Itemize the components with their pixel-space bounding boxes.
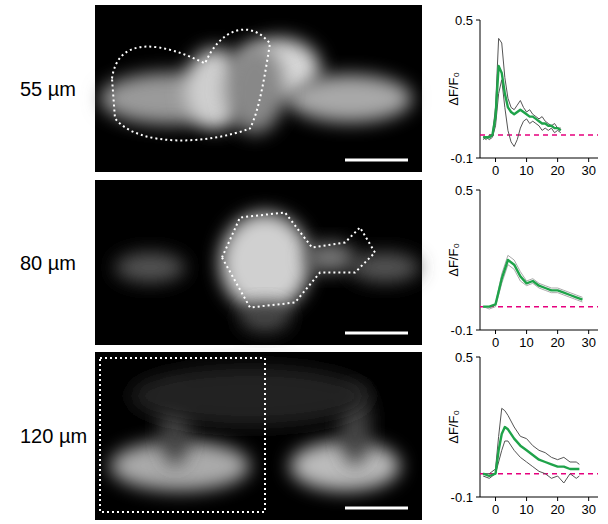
x-tick-label: 20 bbox=[550, 335, 564, 350]
x-tick-label: 10 bbox=[519, 163, 533, 178]
roi-outline bbox=[112, 30, 270, 141]
depth-label: 80 µm bbox=[20, 252, 76, 274]
tissue bbox=[130, 366, 370, 426]
x-tick bbox=[526, 158, 527, 162]
baseline bbox=[480, 473, 598, 475]
x-tick bbox=[588, 497, 589, 501]
y-tick-label: -0.1 bbox=[451, 490, 473, 505]
x-tick bbox=[557, 158, 558, 162]
tissue bbox=[240, 303, 290, 333]
baseline bbox=[480, 306, 598, 308]
y-axis-label: ΔF/F₀ bbox=[446, 72, 461, 106]
image-background bbox=[95, 5, 422, 172]
y-axis-label: ΔF/F₀ bbox=[446, 243, 461, 277]
x-tick bbox=[495, 330, 496, 334]
x-axis bbox=[480, 158, 598, 159]
scale-bar bbox=[345, 159, 408, 162]
x-tick-label: 0 bbox=[492, 335, 499, 350]
micrograph bbox=[95, 180, 422, 345]
x-tick-label: 0 bbox=[492, 163, 499, 178]
y-tick bbox=[476, 158, 480, 159]
tissue bbox=[115, 253, 185, 283]
y-tick-label: 0.5 bbox=[455, 13, 473, 28]
x-tick-label: 10 bbox=[519, 502, 533, 517]
x-tick-label: 30 bbox=[581, 163, 595, 178]
x-tick bbox=[495, 158, 496, 162]
x-tick bbox=[526, 497, 527, 501]
scale-bar bbox=[345, 507, 408, 510]
scale-bar bbox=[345, 332, 408, 335]
tissue bbox=[220, 213, 310, 313]
y-axis bbox=[480, 357, 481, 497]
x-tick bbox=[557, 330, 558, 334]
tissue bbox=[305, 243, 355, 273]
y-tick bbox=[476, 357, 480, 358]
tissue bbox=[225, 44, 285, 134]
depth-label: 55 µm bbox=[20, 78, 76, 100]
x-tick bbox=[495, 497, 496, 501]
x-tick bbox=[588, 330, 589, 334]
y-tick-label: 0.5 bbox=[455, 350, 473, 365]
roi-outline bbox=[100, 358, 265, 512]
roi-outline bbox=[222, 213, 375, 308]
trace bbox=[483, 66, 561, 137]
y-tick bbox=[476, 330, 480, 331]
depth-label: 120 µm bbox=[20, 425, 87, 447]
x-tick-label: 20 bbox=[550, 502, 564, 517]
y-axis-label: ΔF/F₀ bbox=[446, 410, 461, 444]
image-background bbox=[95, 180, 422, 345]
x-tick-label: 30 bbox=[581, 335, 595, 350]
x-tick bbox=[526, 330, 527, 334]
y-tick-label: -0.1 bbox=[451, 323, 473, 338]
y-tick bbox=[476, 20, 480, 21]
tissue bbox=[288, 75, 412, 123]
x-tick bbox=[588, 158, 589, 162]
micrograph bbox=[95, 352, 422, 520]
plot-area bbox=[480, 38, 598, 146]
x-axis bbox=[480, 330, 598, 331]
x-tick-label: 20 bbox=[550, 163, 564, 178]
trace bbox=[483, 427, 579, 476]
image-background bbox=[95, 352, 422, 520]
trace bbox=[483, 265, 582, 309]
x-tick bbox=[557, 497, 558, 501]
x-tick-label: 0 bbox=[492, 502, 499, 517]
trace bbox=[483, 260, 582, 307]
y-tick bbox=[476, 190, 480, 191]
y-tick-label: 0.5 bbox=[455, 183, 473, 198]
y-tick-label: -0.1 bbox=[451, 151, 473, 166]
trace bbox=[483, 255, 582, 306]
tissue bbox=[350, 253, 420, 283]
x-tick-label: 30 bbox=[581, 502, 595, 517]
baseline bbox=[480, 134, 598, 136]
figure: 55 µm -0.1 0.5 0 10 20 30 ΔF/F₀ 80 µm -0.1 0.5 0 10 2… bbox=[0, 0, 608, 524]
y-axis bbox=[480, 20, 481, 158]
y-axis bbox=[480, 190, 481, 330]
micrograph bbox=[95, 5, 422, 172]
x-axis bbox=[480, 497, 598, 498]
x-tick-label: 10 bbox=[519, 335, 533, 350]
y-tick bbox=[476, 497, 480, 498]
plot-area bbox=[480, 255, 598, 309]
plot-area bbox=[480, 408, 598, 483]
